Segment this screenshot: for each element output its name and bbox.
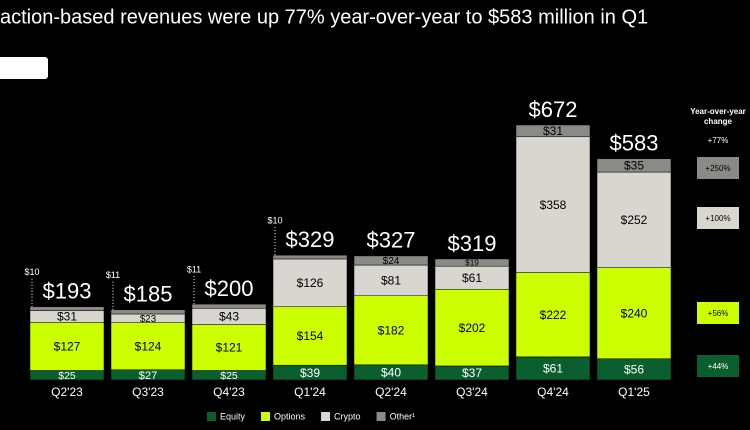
total-label: $185 <box>124 282 173 307</box>
data-label: $124 <box>135 339 162 353</box>
data-label: $121 <box>216 341 243 355</box>
total-label: $672 <box>529 97 578 122</box>
data-label: $61 <box>462 271 482 285</box>
data-label: $126 <box>297 276 324 290</box>
bar-segment <box>515 272 591 358</box>
x-tick-label: Q4'23 <box>213 385 245 399</box>
bar-segment <box>596 158 672 173</box>
bar-segment <box>353 255 429 266</box>
bar-segment <box>596 267 672 359</box>
data-label: $40 <box>381 366 401 380</box>
x-tick-label: Q3'24 <box>456 385 488 399</box>
yoy-badge-label: +100% <box>705 214 730 223</box>
yoy-title: Year-over-year change <box>690 107 746 126</box>
data-label: $56 <box>624 363 644 377</box>
data-label: $23 <box>140 314 156 325</box>
data-label: $240 <box>621 306 648 320</box>
bar-segment <box>272 258 348 308</box>
bar-segment <box>515 124 591 138</box>
total-label: $329 <box>286 227 335 252</box>
data-label: $358 <box>540 198 567 212</box>
yoy-badge <box>697 355 739 377</box>
data-label: $24 <box>383 256 400 267</box>
toggle-button <box>0 57 48 79</box>
bar-segment <box>272 306 348 366</box>
data-label: $39 <box>300 366 320 380</box>
data-label: $182 <box>378 323 405 337</box>
legend-label: Options <box>274 411 306 421</box>
total-label: $193 <box>43 279 92 304</box>
yoy-badge <box>697 302 739 324</box>
bar-segment <box>353 264 429 297</box>
data-label: $35 <box>624 159 644 173</box>
bar-segment <box>596 171 672 268</box>
data-label: $10 <box>267 216 282 226</box>
data-label: $10 <box>24 267 39 277</box>
x-tick-label: Q2'23 <box>51 385 83 399</box>
legend-label: Crypto <box>334 411 361 421</box>
total-label: $327 <box>367 228 416 253</box>
chart-title: action-based revenues were up 77% year-o… <box>0 6 648 28</box>
data-label: $202 <box>459 321 486 335</box>
data-label: $31 <box>543 124 563 138</box>
legend-swatch <box>207 412 216 421</box>
bar-segment <box>353 295 429 366</box>
bar-segment <box>434 258 510 267</box>
x-tick-label: Q2'24 <box>375 385 407 399</box>
x-tick-label: Q4'24 <box>537 385 569 399</box>
bar-segment <box>434 289 510 367</box>
data-label: $154 <box>297 329 324 343</box>
bar-segment <box>29 306 105 311</box>
data-label: $25 <box>58 371 76 382</box>
bar-segment <box>110 322 186 371</box>
yoy-badge-label: +250% <box>705 164 730 173</box>
data-label: $27 <box>139 370 158 382</box>
total-label: $200 <box>205 276 254 301</box>
data-label: $37 <box>462 366 482 380</box>
total-label: $319 <box>448 231 497 256</box>
legend-label: Equity <box>220 411 246 421</box>
data-label: $31 <box>57 310 77 324</box>
bar-segment <box>110 309 186 315</box>
data-label: $11 <box>106 270 120 280</box>
data-label: $252 <box>621 213 648 227</box>
data-label: $25 <box>220 371 238 382</box>
data-label: $11 <box>187 264 201 274</box>
data-label: $43 <box>219 310 239 324</box>
legend-label: Other¹ <box>390 411 416 421</box>
yoy-badge-label: +56% <box>708 309 729 318</box>
data-label: $81 <box>381 274 401 288</box>
x-tick-label: Q1'25 <box>618 385 650 399</box>
x-tick-label: Q3'23 <box>132 385 164 399</box>
yoy-badge <box>697 157 739 179</box>
bar-segment <box>191 303 267 309</box>
yoy-badge-label: +77% <box>708 136 729 145</box>
data-label: $61 <box>543 362 563 376</box>
legend-swatch <box>321 412 331 421</box>
total-label: $583 <box>610 131 659 156</box>
bar-segment <box>515 136 591 273</box>
bar-segment <box>272 254 348 260</box>
bar-segment <box>191 324 267 371</box>
legend-swatch <box>261 412 271 421</box>
yoy-badge-label: +44% <box>708 362 729 371</box>
data-label: $127 <box>54 340 81 354</box>
yoy-badge <box>697 207 739 229</box>
legend-swatch <box>376 412 386 421</box>
data-label: $19 <box>465 259 479 268</box>
bar-segment <box>29 322 105 371</box>
x-tick-label: Q1'24 <box>294 385 326 399</box>
data-label: $222 <box>540 308 567 322</box>
